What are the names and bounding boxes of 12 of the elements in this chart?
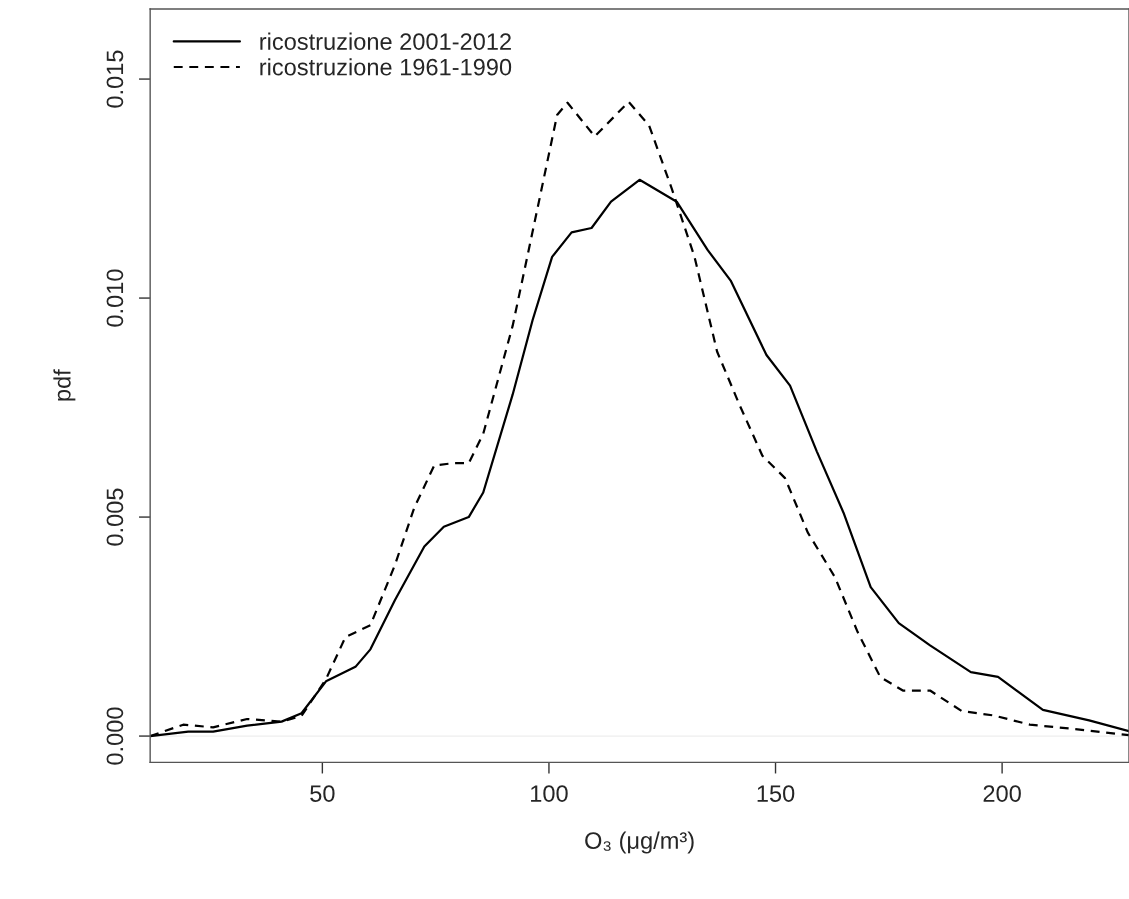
x-tick-label: 50 xyxy=(310,785,335,802)
x-axis-title: O₃ (μg/m³) xyxy=(585,831,694,854)
legend-label: ricostruzione 1961-1990 xyxy=(260,58,512,76)
y-tick-label: 0.000 xyxy=(106,707,124,765)
y-tick-label: 0.010 xyxy=(106,269,124,327)
y-tick-label: 0.015 xyxy=(106,50,124,108)
x-tick-label: 100 xyxy=(531,785,568,802)
legend-label: ricostruzione 2001-2012 xyxy=(260,32,511,50)
y-tick-label: 0.005 xyxy=(106,488,124,546)
x-tick-label: 200 xyxy=(983,785,1021,802)
y-axis-title: pdf xyxy=(53,369,76,401)
x-tick-label: 150 xyxy=(757,785,795,802)
